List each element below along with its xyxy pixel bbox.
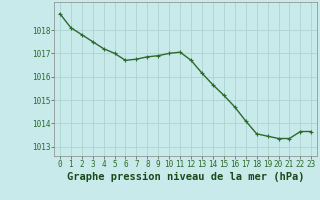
X-axis label: Graphe pression niveau de la mer (hPa): Graphe pression niveau de la mer (hPa) — [67, 172, 304, 182]
